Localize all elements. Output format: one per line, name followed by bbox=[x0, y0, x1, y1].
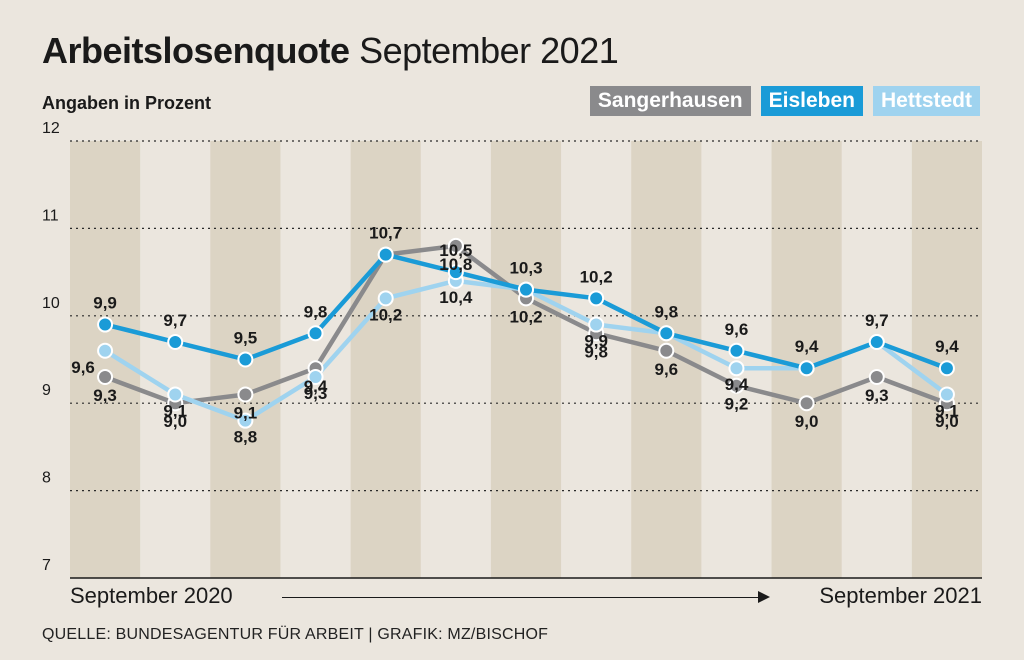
data-point-sangerhausen bbox=[728, 377, 745, 394]
data-label-hettstedt: 9,1 bbox=[935, 401, 959, 420]
y-tick-label: 7 bbox=[42, 557, 51, 574]
data-point-sangerhausen bbox=[868, 368, 885, 385]
data-label-sangerhausen: 9,3 bbox=[865, 386, 889, 405]
data-label-eisleben: 10,2 bbox=[580, 267, 613, 286]
data-label-hettstedt: 9,1 bbox=[163, 401, 187, 420]
data-point-hettstedt bbox=[588, 316, 605, 333]
y-tick-label: 8 bbox=[42, 470, 51, 487]
x-axis-end-label: September 2021 bbox=[819, 583, 982, 608]
data-point-hettstedt bbox=[237, 412, 254, 429]
data-label-hettstedt: 8,8 bbox=[234, 428, 258, 447]
data-label-sangerhausen: 9,1 bbox=[234, 403, 258, 422]
data-point-sangerhausen bbox=[97, 368, 114, 385]
data-label-sangerhausen: 9,4 bbox=[304, 377, 328, 396]
y-tick-label: 9 bbox=[42, 382, 51, 399]
column-band bbox=[70, 141, 141, 578]
chart-subtitle: Angaben in Prozent bbox=[42, 93, 212, 113]
data-point-hettstedt bbox=[728, 360, 745, 377]
data-point-sangerhausen bbox=[798, 395, 815, 412]
data-point-sangerhausen bbox=[447, 237, 464, 254]
data-label-sangerhausen: 9,6 bbox=[654, 360, 678, 379]
data-label-hettstedt: 9,6 bbox=[71, 358, 95, 377]
data-label-hettstedt: 9,3 bbox=[304, 384, 328, 403]
data-label-eisleben: 10,3 bbox=[509, 259, 542, 278]
data-label-sangerhausen: 9,0 bbox=[795, 412, 819, 431]
legend-item-hettstedt: Hettstedt bbox=[872, 86, 980, 116]
data-label-hettstedt: 10,2 bbox=[369, 305, 402, 324]
data-point-eisleben bbox=[658, 325, 675, 342]
legend-item-eisleben: Eisleben bbox=[760, 86, 863, 116]
data-point-hettstedt bbox=[97, 342, 114, 359]
data-point-eisleben bbox=[167, 334, 184, 351]
time-arrow-head bbox=[758, 591, 770, 603]
data-point-eisleben bbox=[447, 264, 464, 281]
data-point-eisleben bbox=[97, 316, 114, 333]
data-point-hettstedt bbox=[938, 386, 955, 403]
data-label-eisleben: 9,5 bbox=[234, 329, 258, 348]
data-label-eisleben: 9,8 bbox=[304, 302, 328, 321]
data-label-sangerhausen: 10,2 bbox=[509, 307, 542, 326]
data-point-sangerhausen bbox=[658, 342, 675, 359]
legend-item-sangerhausen: Sangerhausen bbox=[589, 86, 751, 116]
time-arrow bbox=[282, 597, 760, 598]
data-label-sangerhausen: 9,2 bbox=[725, 395, 749, 414]
data-label-sangerhausen: 9,0 bbox=[935, 412, 959, 431]
data-label-hettstedt: 9,4 bbox=[725, 375, 749, 394]
legend: Sangerhausen Eisleben Hettstedt bbox=[589, 86, 980, 116]
x-axis-start-label: September 2020 bbox=[70, 583, 233, 608]
data-label-eisleben: 9,7 bbox=[865, 311, 889, 330]
data-label-hettstedt: 10,4 bbox=[439, 288, 473, 307]
data-point-eisleben bbox=[868, 334, 885, 351]
data-label-sangerhausen: 9,8 bbox=[584, 342, 608, 361]
data-label-sangerhausen: 9,3 bbox=[93, 386, 117, 405]
data-point-hettstedt bbox=[307, 368, 324, 385]
data-label-eisleben: 10,7 bbox=[369, 224, 402, 243]
data-point-eisleben bbox=[798, 360, 815, 377]
data-label-eisleben: 9,8 bbox=[654, 302, 678, 321]
data-label-eisleben: 9,4 bbox=[935, 337, 959, 356]
data-point-eisleben bbox=[728, 342, 745, 359]
data-label-sangerhausen: 10,8 bbox=[439, 255, 472, 274]
data-point-eisleben bbox=[518, 281, 534, 298]
column-band bbox=[490, 141, 562, 578]
chart-title: Arbeitslosenquote September 2021 bbox=[42, 30, 619, 72]
data-label-hettstedt: 9,9 bbox=[584, 332, 608, 351]
data-point-eisleben bbox=[237, 351, 254, 368]
y-tick-label: 11 bbox=[42, 207, 59, 224]
data-label-eisleben: 9,6 bbox=[725, 320, 749, 339]
y-tick-label: 10 bbox=[42, 295, 60, 312]
data-label-eisleben: 10,5 bbox=[439, 241, 472, 260]
column-band bbox=[350, 141, 421, 578]
data-point-eisleben bbox=[588, 290, 605, 307]
y-tick-label: 12 bbox=[42, 120, 60, 137]
source-note: QUELLE: BUNDESAGENTUR FÜR ARBEIT | GRAFI… bbox=[42, 626, 549, 643]
data-point-eisleben bbox=[377, 246, 394, 263]
data-point-hettstedt bbox=[377, 290, 394, 307]
data-label-eisleben: 9,7 bbox=[163, 311, 187, 330]
data-label-eisleben: 9,9 bbox=[93, 294, 117, 313]
data-point-eisleben bbox=[307, 325, 324, 342]
data-point-sangerhausen bbox=[237, 386, 254, 403]
data-point-eisleben bbox=[938, 360, 955, 377]
column-band bbox=[631, 141, 702, 578]
title-date: September 2021 bbox=[359, 30, 619, 71]
data-label-sangerhausen: 9,0 bbox=[163, 412, 187, 431]
data-point-hettstedt bbox=[167, 386, 184, 403]
data-label-eisleben: 9,4 bbox=[795, 337, 819, 356]
title-main: Arbeitslosenquote bbox=[42, 30, 350, 71]
